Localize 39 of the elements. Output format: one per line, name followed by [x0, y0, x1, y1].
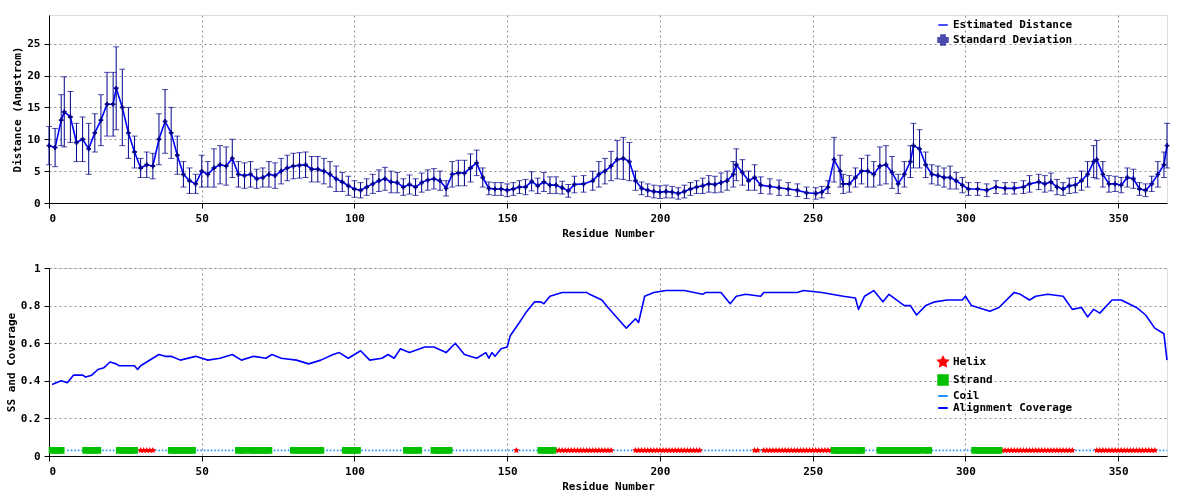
- legend-label: Estimated Distance: [953, 18, 1073, 31]
- x-tick-label: 100: [345, 464, 365, 478]
- x-tick-label: 200: [650, 464, 671, 478]
- x-tick-label: 0: [49, 211, 57, 225]
- x-tick-label: 350: [1108, 464, 1129, 478]
- x-tick-label: 200: [650, 211, 671, 225]
- y-tick-label: 0.2: [20, 411, 41, 425]
- y-tick-label: 0.6: [20, 336, 41, 350]
- y-tick-label: 15: [27, 100, 41, 114]
- y-tick-label: 25: [27, 37, 41, 51]
- y-tick-label: 20: [27, 69, 41, 83]
- x-tick-label: 300: [955, 211, 976, 225]
- y-axis-title: Distance (Angstrom): [11, 46, 25, 173]
- y-tick-label: 5: [33, 164, 41, 178]
- x-tick-label: 350: [1108, 211, 1129, 225]
- line-series: [51, 289, 1168, 386]
- y-tick-label: 10: [27, 132, 41, 146]
- x-tick-label: 300: [955, 464, 976, 478]
- legend-label: Helix: [953, 355, 987, 368]
- x-tick-label: 50: [195, 211, 209, 225]
- legend-label: Coil: [953, 389, 980, 402]
- x-tick-label: 150: [497, 464, 518, 478]
- y-tick-label: 0: [33, 196, 41, 210]
- x-tick-label: 250: [803, 211, 824, 225]
- x-tick-label: 100: [345, 211, 365, 225]
- y-axis-title: SS and Coverage: [4, 312, 18, 413]
- x-axis-title: Residue Number: [562, 226, 656, 240]
- x-tick-label: 250: [803, 464, 824, 478]
- y-tick-label: 0: [33, 449, 41, 463]
- x-axis-title: Residue Number: [562, 479, 656, 493]
- legend-label: Alignment Coverage: [953, 401, 1073, 414]
- legend-label: Strand: [953, 373, 993, 386]
- y-tick-label: 0.8: [20, 299, 41, 313]
- x-tick-label: 0: [49, 464, 57, 478]
- y-tick-label: 1: [33, 261, 41, 275]
- x-tick-label: 50: [195, 464, 209, 478]
- y-tick-label: 0.4: [20, 374, 41, 388]
- x-tick-label: 150: [497, 211, 518, 225]
- legend-label: Standard Deviation: [953, 33, 1073, 46]
